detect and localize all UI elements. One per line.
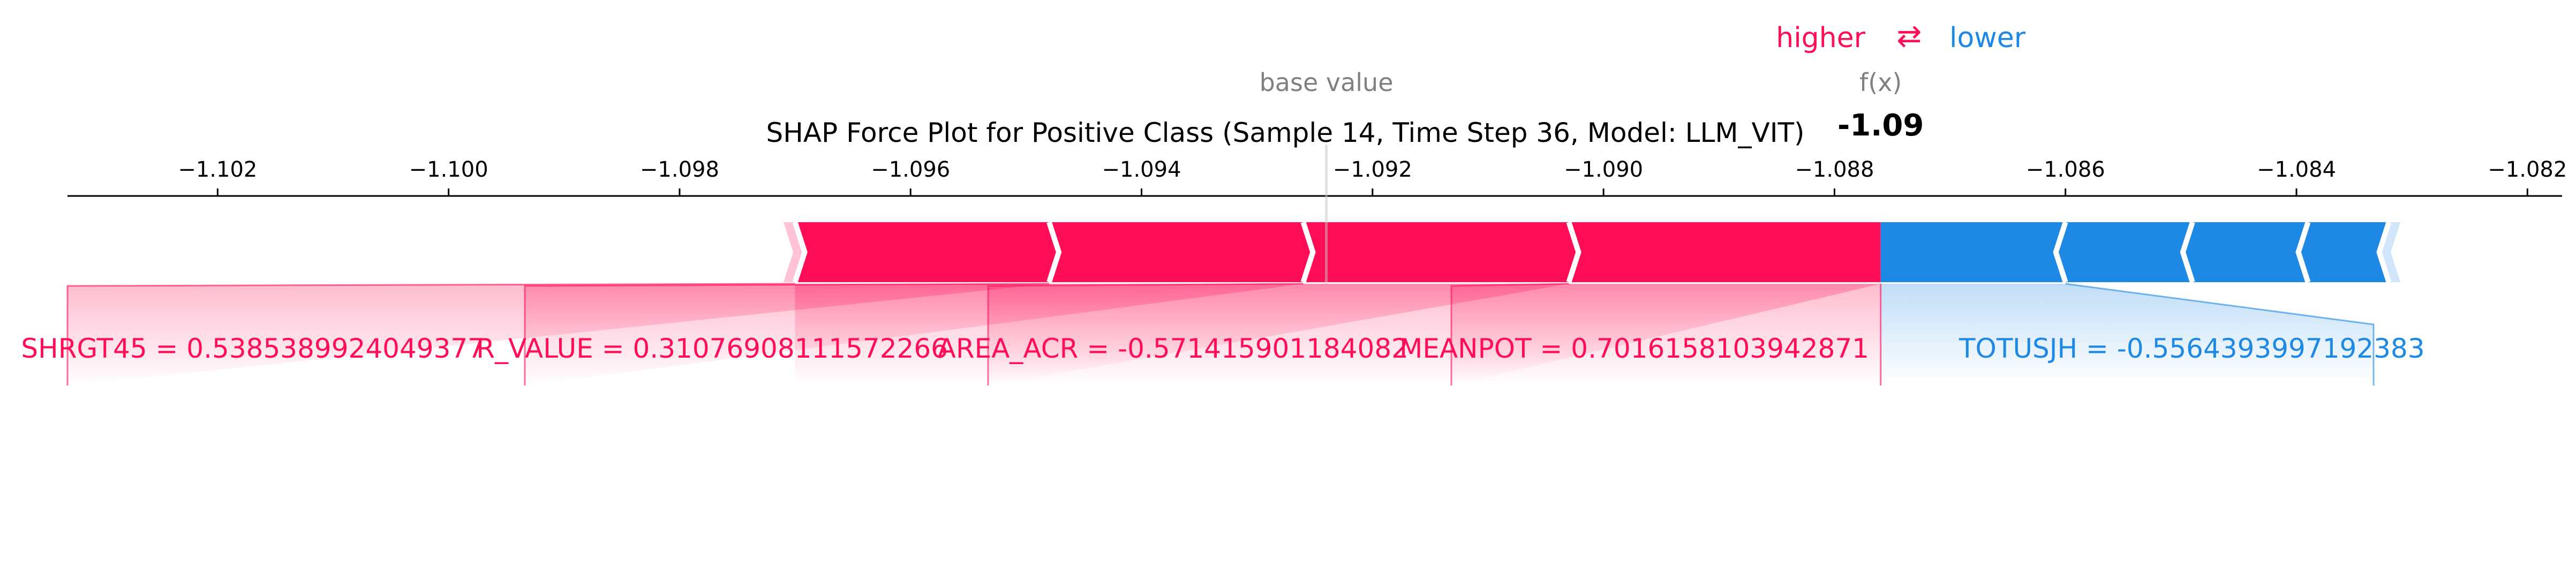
negative-force-bar [2055, 222, 2193, 282]
x-tick-label: −1.088 [1795, 157, 1874, 182]
segment-separator [2180, 221, 2195, 283]
x-tick-label: −1.082 [2488, 157, 2567, 182]
legend-higher: higher [1776, 22, 1865, 54]
base-value-label: base value [1260, 68, 1394, 97]
segment-separator [2376, 221, 2392, 283]
positive-force-bar [1303, 222, 1579, 282]
positive-feature-label: MEANPOT = 0.7016158103942871 [1399, 333, 1869, 364]
fx-label: f(x) [1859, 68, 1902, 97]
segment-separator [792, 221, 808, 283]
segment-separator [1566, 221, 1581, 283]
segment-separator [1300, 221, 1316, 283]
negative-label-shade [1880, 284, 2374, 386]
x-tick-label: −1.100 [409, 157, 488, 182]
negative-force-bar [1880, 222, 2066, 282]
x-tick-label: −1.094 [1102, 157, 1181, 182]
x-tick-label: −1.098 [640, 157, 719, 182]
x-axis-ticks: −1.102 −1.100 −1.098 −1.096 −1.094 −1.092 −1.0… [178, 157, 2567, 196]
x-tick-label: −1.092 [1333, 157, 1412, 182]
positive-feature-label: SHRGT45 = 0.5385389924049377 [21, 333, 485, 364]
segment-separator [2295, 221, 2311, 283]
positive-force-bar [795, 222, 1059, 282]
force-bars [784, 221, 2401, 283]
positive-feature-label: R_VALUE = 0.31076908111572266 [476, 333, 948, 364]
positive-force-bar [1569, 222, 1881, 282]
positive-shade [795, 284, 1881, 386]
fx-value: -1.09 [1837, 108, 1924, 143]
label-connectors [66, 283, 2375, 386]
x-tick-label: −1.096 [871, 157, 950, 182]
segment-separator [2053, 221, 2068, 283]
x-tick-label: −1.102 [178, 157, 257, 182]
segment-separator [1046, 221, 1062, 283]
legend-lower: lower [1949, 22, 2026, 54]
x-tick-label: −1.084 [2257, 157, 2336, 182]
legend-arrow-icon: ⇄ [1897, 19, 1922, 54]
x-tick-label: −1.086 [2026, 157, 2105, 182]
x-tick-label: −1.090 [1564, 157, 1643, 182]
negative-feature-label: TOTUSJH = -0.5564393997192383 [1959, 333, 2425, 364]
negative-force-bar [2182, 222, 2308, 282]
positive-force-bar [1049, 222, 1313, 282]
negative-force-bar [2298, 222, 2389, 282]
chart-title: SHAP Force Plot for Positive Class (Samp… [766, 117, 1804, 148]
positive-feature-label: AREA_ACR = -0.571415901184082 [938, 333, 1408, 364]
